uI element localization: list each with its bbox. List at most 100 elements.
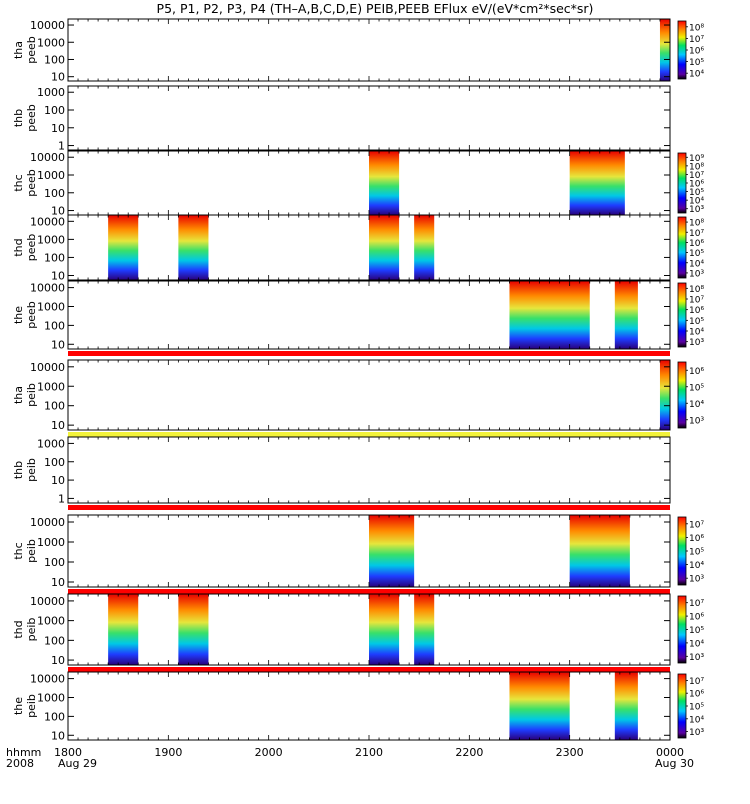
colorbar-tick-label: 10⁵ (689, 703, 704, 713)
y-tick-label: 10000 (30, 19, 65, 32)
y-tick-label: 10 (51, 419, 65, 432)
panel-thd-peib: 10 100 1000 10000 thd peib 10³ 10⁴ 10⁵ 10⁶ 10⁷ (12, 593, 704, 672)
y-tick-label: 10000 (30, 595, 65, 608)
time-tick-label: 2100 (355, 746, 383, 759)
panel-product-label: peeb (25, 169, 38, 197)
data-block-the-peib-1 (614, 672, 638, 740)
colorbar-tick-label: 10⁷ (689, 171, 704, 181)
data-block-thd-peib-2 (369, 594, 400, 665)
data-block-thd-peib-3 (414, 594, 435, 665)
panel-product-label: peeb (25, 234, 38, 262)
panel-probe-label: the (12, 697, 25, 715)
y-tick-label: 100 (44, 104, 65, 117)
y-tick-label: 10000 (30, 516, 65, 529)
y-tick-label: 100 (44, 53, 65, 66)
data-block-thc-peib-0 (369, 515, 415, 587)
colorbar-tick-label: 10⁷ (689, 296, 704, 306)
y-tick-label: 10 (51, 576, 65, 589)
data-block-thc-peeb-0 (369, 151, 400, 215)
colorbar-tick-label: 10⁵ (689, 383, 704, 393)
panel-probe-label: thd (12, 620, 25, 638)
colorbar-tick-label: 10⁸ (689, 23, 704, 33)
y-tick-label: 10 (51, 122, 65, 135)
panel-probe-label: the (12, 306, 25, 324)
panel-thb-peeb: 1 10 100 1000 thb peeb (12, 85, 671, 153)
y-tick-label: 10 (51, 205, 65, 218)
y-tick-label: 1000 (37, 301, 65, 314)
y-tick-label: 10000 (30, 673, 65, 686)
colorbar (677, 282, 687, 348)
y-tick-label: 1000 (37, 615, 65, 628)
colorbar-tick-label: 10³ (689, 575, 704, 585)
colorbar-tick-label: 10⁶ (689, 534, 704, 544)
colorbar-tick-label: 10³ (689, 338, 704, 348)
y-tick-label: 10 (51, 338, 65, 351)
y-tick-label: 1000 (37, 36, 65, 49)
data-block-tha-peeb-0 (659, 19, 670, 81)
y-tick-label: 1 (58, 140, 65, 153)
flag-bar-red (68, 505, 670, 510)
data-block-thd-peeb-3 (414, 215, 435, 280)
y-tick-label: 10 (51, 269, 65, 282)
colorbar-tick-label: 10⁴ (689, 715, 704, 725)
y-tick-label: 10000 (30, 215, 65, 228)
colorbar-tick-label: 10⁵ (689, 249, 704, 259)
colorbar-tick-label: 10⁴ (689, 197, 704, 207)
colorbar-tick-label: 10⁸ (689, 219, 704, 229)
time-tick-label: 2200 (455, 746, 483, 759)
y-tick-label: 10 (51, 474, 65, 487)
colorbar-tick-label: 10⁹ (689, 154, 704, 164)
y-tick-label: 100 (44, 634, 65, 647)
colorbar-tick-label: 10⁵ (689, 188, 704, 198)
colorbar-tick-label: 10⁶ (689, 367, 704, 377)
colorbar-tick-label: 10³ (689, 728, 704, 738)
colorbar (677, 673, 687, 739)
colorbar (677, 152, 687, 214)
panel-product-label: peib (25, 618, 38, 642)
y-tick-label: 1000 (37, 233, 65, 246)
panel-frame (67, 18, 671, 82)
colorbar (677, 361, 687, 429)
flag-bar-red (68, 589, 670, 594)
colorbar-tick-label: 10⁷ (689, 229, 704, 239)
colorbar-tick-label: 10⁸ (689, 285, 704, 295)
colorbar (677, 20, 687, 80)
colorbar (677, 216, 687, 279)
colorbar-tick-label: 10⁵ (689, 548, 704, 558)
colorbar-tick-label: 10⁶ (689, 306, 704, 316)
time-axis-corner-hhmm: hhmm (6, 746, 41, 759)
data-block-the-peeb-1 (614, 281, 638, 349)
panel-probe-label: tha (12, 41, 25, 59)
colorbar (677, 595, 687, 664)
data-block-the-peeb-0 (509, 281, 590, 349)
colorbar-tick-label: 10⁴ (689, 400, 704, 410)
data-block-thd-peeb-1 (178, 215, 209, 280)
y-tick-label: 10000 (30, 282, 65, 295)
colorbar-tick-label: 10⁵ (689, 58, 704, 68)
time-axis-end-date: Aug 30 (655, 757, 694, 770)
time-tick-label: 1800 (54, 746, 82, 759)
panel-probe-label: thc (12, 174, 25, 191)
data-block-thc-peeb-1 (569, 151, 625, 215)
panel-thb-peib: 1 10 100 1000 thb peib (12, 436, 671, 510)
colorbar-tick-label: 10⁵ (689, 626, 704, 636)
data-block-the-peib-0 (509, 672, 570, 740)
colorbar-tick-label: 10³ (689, 205, 704, 215)
y-tick-label: 100 (44, 710, 65, 723)
colorbar-tick-label: 10⁴ (689, 70, 704, 80)
time-axis: hhmm 2008 Aug 29 Aug 30 1800 1900 2000 2100… (6, 746, 694, 770)
data-block-thc-peib-1 (569, 515, 630, 587)
colorbar-tick-label: 10³ (689, 269, 704, 279)
y-tick-label: 100 (44, 400, 65, 413)
y-tick-label: 1000 (37, 437, 65, 450)
panel-probe-label: thb (12, 109, 25, 127)
panel-product-label: peib (25, 539, 38, 563)
y-tick-label: 10 (51, 654, 65, 667)
flag-bar-yellow (68, 432, 670, 437)
colorbar-tick-label: 10³ (689, 653, 704, 663)
panel-product-label: peeb (25, 301, 38, 329)
